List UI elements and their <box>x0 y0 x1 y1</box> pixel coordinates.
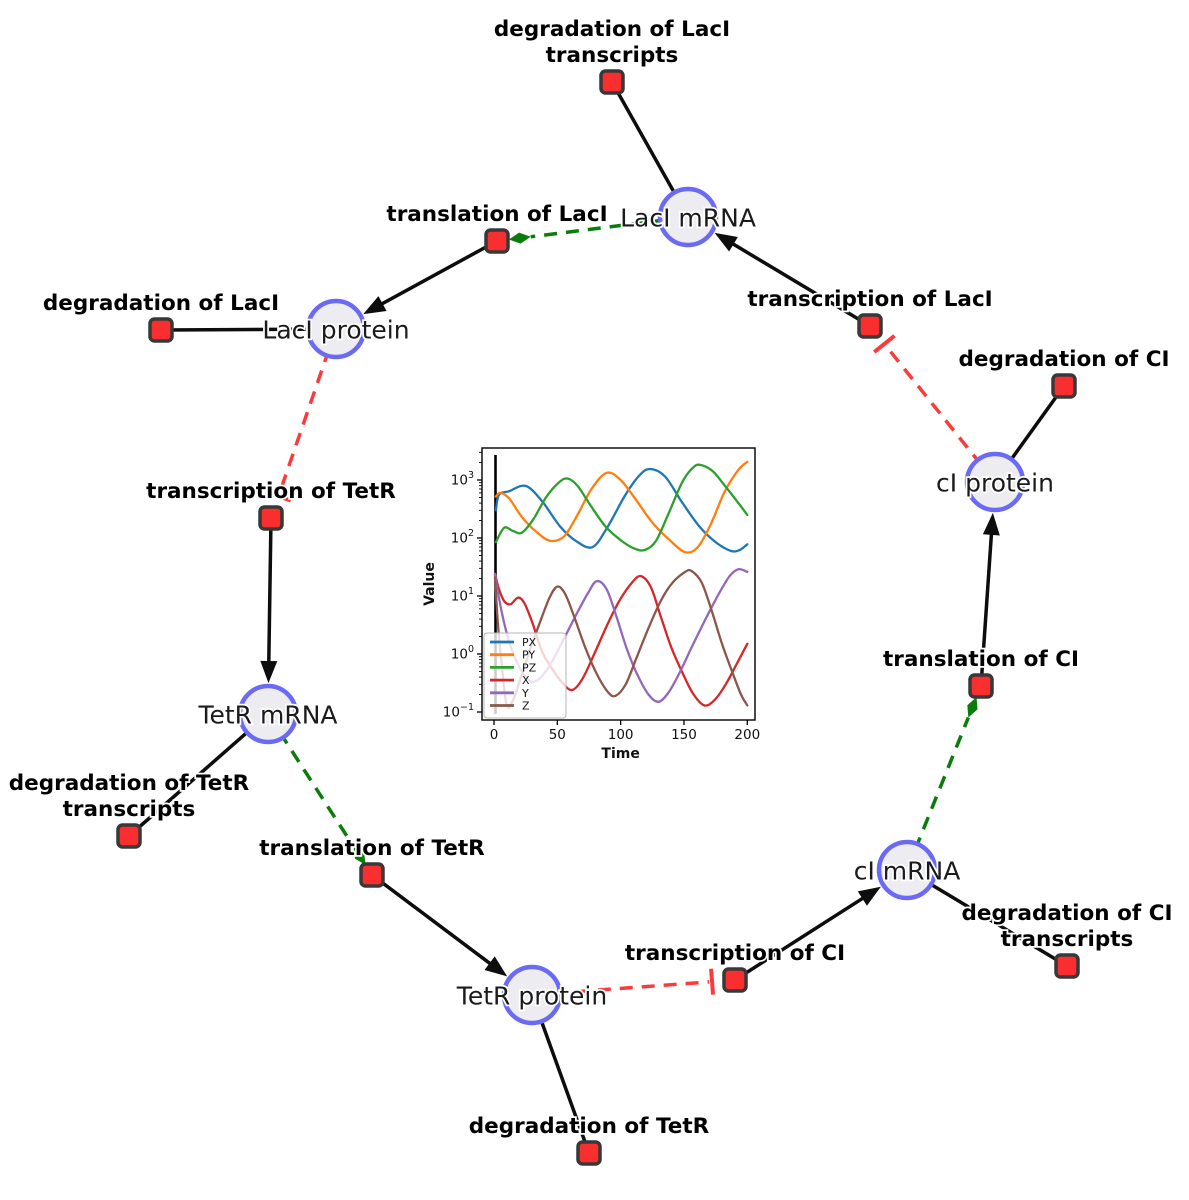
species-node-ci_protein <box>964 451 1026 513</box>
reaction-node-transl_tetr <box>359 862 385 888</box>
x-tick-label: 0 <box>490 727 499 743</box>
species-label-laci_mrna: LacI mRNA <box>620 204 756 233</box>
y-tick-label: 103 <box>451 470 474 489</box>
y-tick-label: 101 <box>451 586 474 605</box>
series-curve-PY <box>494 460 749 554</box>
reaction-label-transl_laci: translation of LacI <box>386 202 607 227</box>
edge-production-txn_tetr-tetr_mrna-arrowhead <box>260 660 278 684</box>
species-label-ci_mrna: cI mRNA <box>854 857 961 886</box>
reaction-label-transl_ci: translation of CI <box>883 647 1079 672</box>
reaction-label-deg_laci: degradation of LacI <box>43 291 279 316</box>
reaction-label-deg_laci_tx: degradation of LacI <box>494 17 730 42</box>
reaction-node-deg_ci_tx <box>1054 953 1080 979</box>
species-node-tetr_mrna <box>237 683 299 745</box>
reaction-node-deg_laci <box>148 317 174 343</box>
network-nodes <box>116 69 1080 1166</box>
edge-production-transl_laci-laci_protein-arrowhead <box>363 296 387 315</box>
reaction-node-deg_tetr_tx <box>116 823 142 849</box>
species-label-laci_protein: LacI protein <box>262 316 409 345</box>
reaction-node-txn_tetr <box>258 505 284 531</box>
species-label-ci_protein: cI protein <box>936 469 1054 498</box>
legend-label-PZ: PZ <box>522 661 537 674</box>
x-axis-label: Time <box>601 746 639 762</box>
x-tick-label: 50 <box>549 727 566 743</box>
edge-modifier-tetr_mrna-transl_tetr-diamond <box>353 846 366 865</box>
edge-production-transl_ci-ci_protein-arrowhead <box>982 512 1000 536</box>
x-tick-label: 200 <box>734 727 760 743</box>
edge-inhibition-ci_protein-txn_laci-tee <box>872 334 896 354</box>
y-tick-label: 102 <box>451 528 474 547</box>
network-labels: degradation of LacItranscriptstranslatio… <box>7 15 1174 1141</box>
species-node-ci_mrna <box>876 839 938 901</box>
edge-production-transl_tetr-tetr_protein-arrowhead <box>484 956 508 977</box>
legend-label-X: X <box>522 674 530 687</box>
legend-label-PX: PX <box>522 636 537 649</box>
reaction-label-deg_ci_tx: degradation of CI <box>962 901 1173 926</box>
edge-consumption-tetr_mrna-deg_tetr_tx <box>127 712 270 838</box>
edge-production-txn_ci-ci_mrna <box>734 893 869 982</box>
reaction-node-txn_laci <box>857 313 883 339</box>
legend-label-Y: Y <box>521 687 529 700</box>
x-tick-label: 150 <box>671 727 697 743</box>
reaction-label-deg_ci: degradation of CI <box>959 347 1170 372</box>
reaction-label-deg_tetr_tx: transcripts <box>63 797 196 822</box>
series-curve-X <box>493 572 749 707</box>
reaction-label-deg_ci_tx: transcripts <box>1001 927 1134 952</box>
reaction-label-txn_ci: transcription of CI <box>625 941 845 966</box>
reaction-label-deg_tetr: degradation of TetR <box>469 1114 710 1139</box>
edge-production-txn_laci-laci_mrna-arrowhead <box>714 232 738 252</box>
reaction-label-deg_laci_tx: transcripts <box>546 43 679 68</box>
reaction-label-transl_tetr: translation of TetR <box>259 836 485 861</box>
reaction-node-deg_laci_tx <box>599 69 625 95</box>
y-axis-label: Value <box>422 562 438 606</box>
species-node-laci_protein <box>305 298 367 360</box>
reaction-label-deg_tetr_tx: degradation of TetR <box>9 771 250 796</box>
species-label-tetr_mrna: TetR mRNA <box>197 701 337 730</box>
edge-production-transl_laci-laci_protein <box>376 239 498 308</box>
x-tick-label: 100 <box>608 727 634 743</box>
y-tick-label: 100 <box>451 644 474 663</box>
y-tick-label: 10−1 <box>443 702 474 721</box>
legend-label-PY: PY <box>522 649 535 662</box>
species-node-tetr_protein <box>501 964 563 1026</box>
species-label-tetr_protein: TetR protein <box>456 982 607 1011</box>
reaction-node-transl_laci <box>484 228 510 254</box>
edge-production-txn_tetr-tetr_mrna <box>266 517 273 668</box>
edge-production-txn_ci-ci_mrna-arrowhead <box>857 886 881 906</box>
species-node-laci_mrna <box>657 186 719 248</box>
edge-production-txn_laci-laci_mrna <box>727 239 871 328</box>
reaction-node-transl_ci <box>968 673 994 699</box>
reaction-label-txn_laci: transcription of LacI <box>747 287 992 312</box>
edge-modifier-ci_mrna-transl_ci-diamond <box>967 697 978 718</box>
series-curve-PX <box>494 467 749 553</box>
reaction-node-deg_ci <box>1051 373 1077 399</box>
reaction-node-deg_tetr <box>576 1140 602 1166</box>
legend-label-Z: Z <box>522 700 530 713</box>
series-curve-PZ <box>494 463 749 552</box>
edge-modifier-laci_mrna-transl_laci-diamond <box>508 232 531 244</box>
edge-inhibition-tetr_protein-txn_ci-tee <box>709 968 716 995</box>
edge-inhibition-laci_protein-txn_tetr-tee <box>265 490 292 503</box>
edge-production-transl_ci-ci_protein <box>979 528 994 687</box>
reaction-label-txn_tetr: transcription of TetR <box>146 479 396 504</box>
edge-production-transl_tetr-tetr_protein <box>370 873 496 969</box>
reaction-node-txn_ci <box>722 967 748 993</box>
edge-consumption-ci_mrna-deg_ci_tx <box>906 868 1068 968</box>
